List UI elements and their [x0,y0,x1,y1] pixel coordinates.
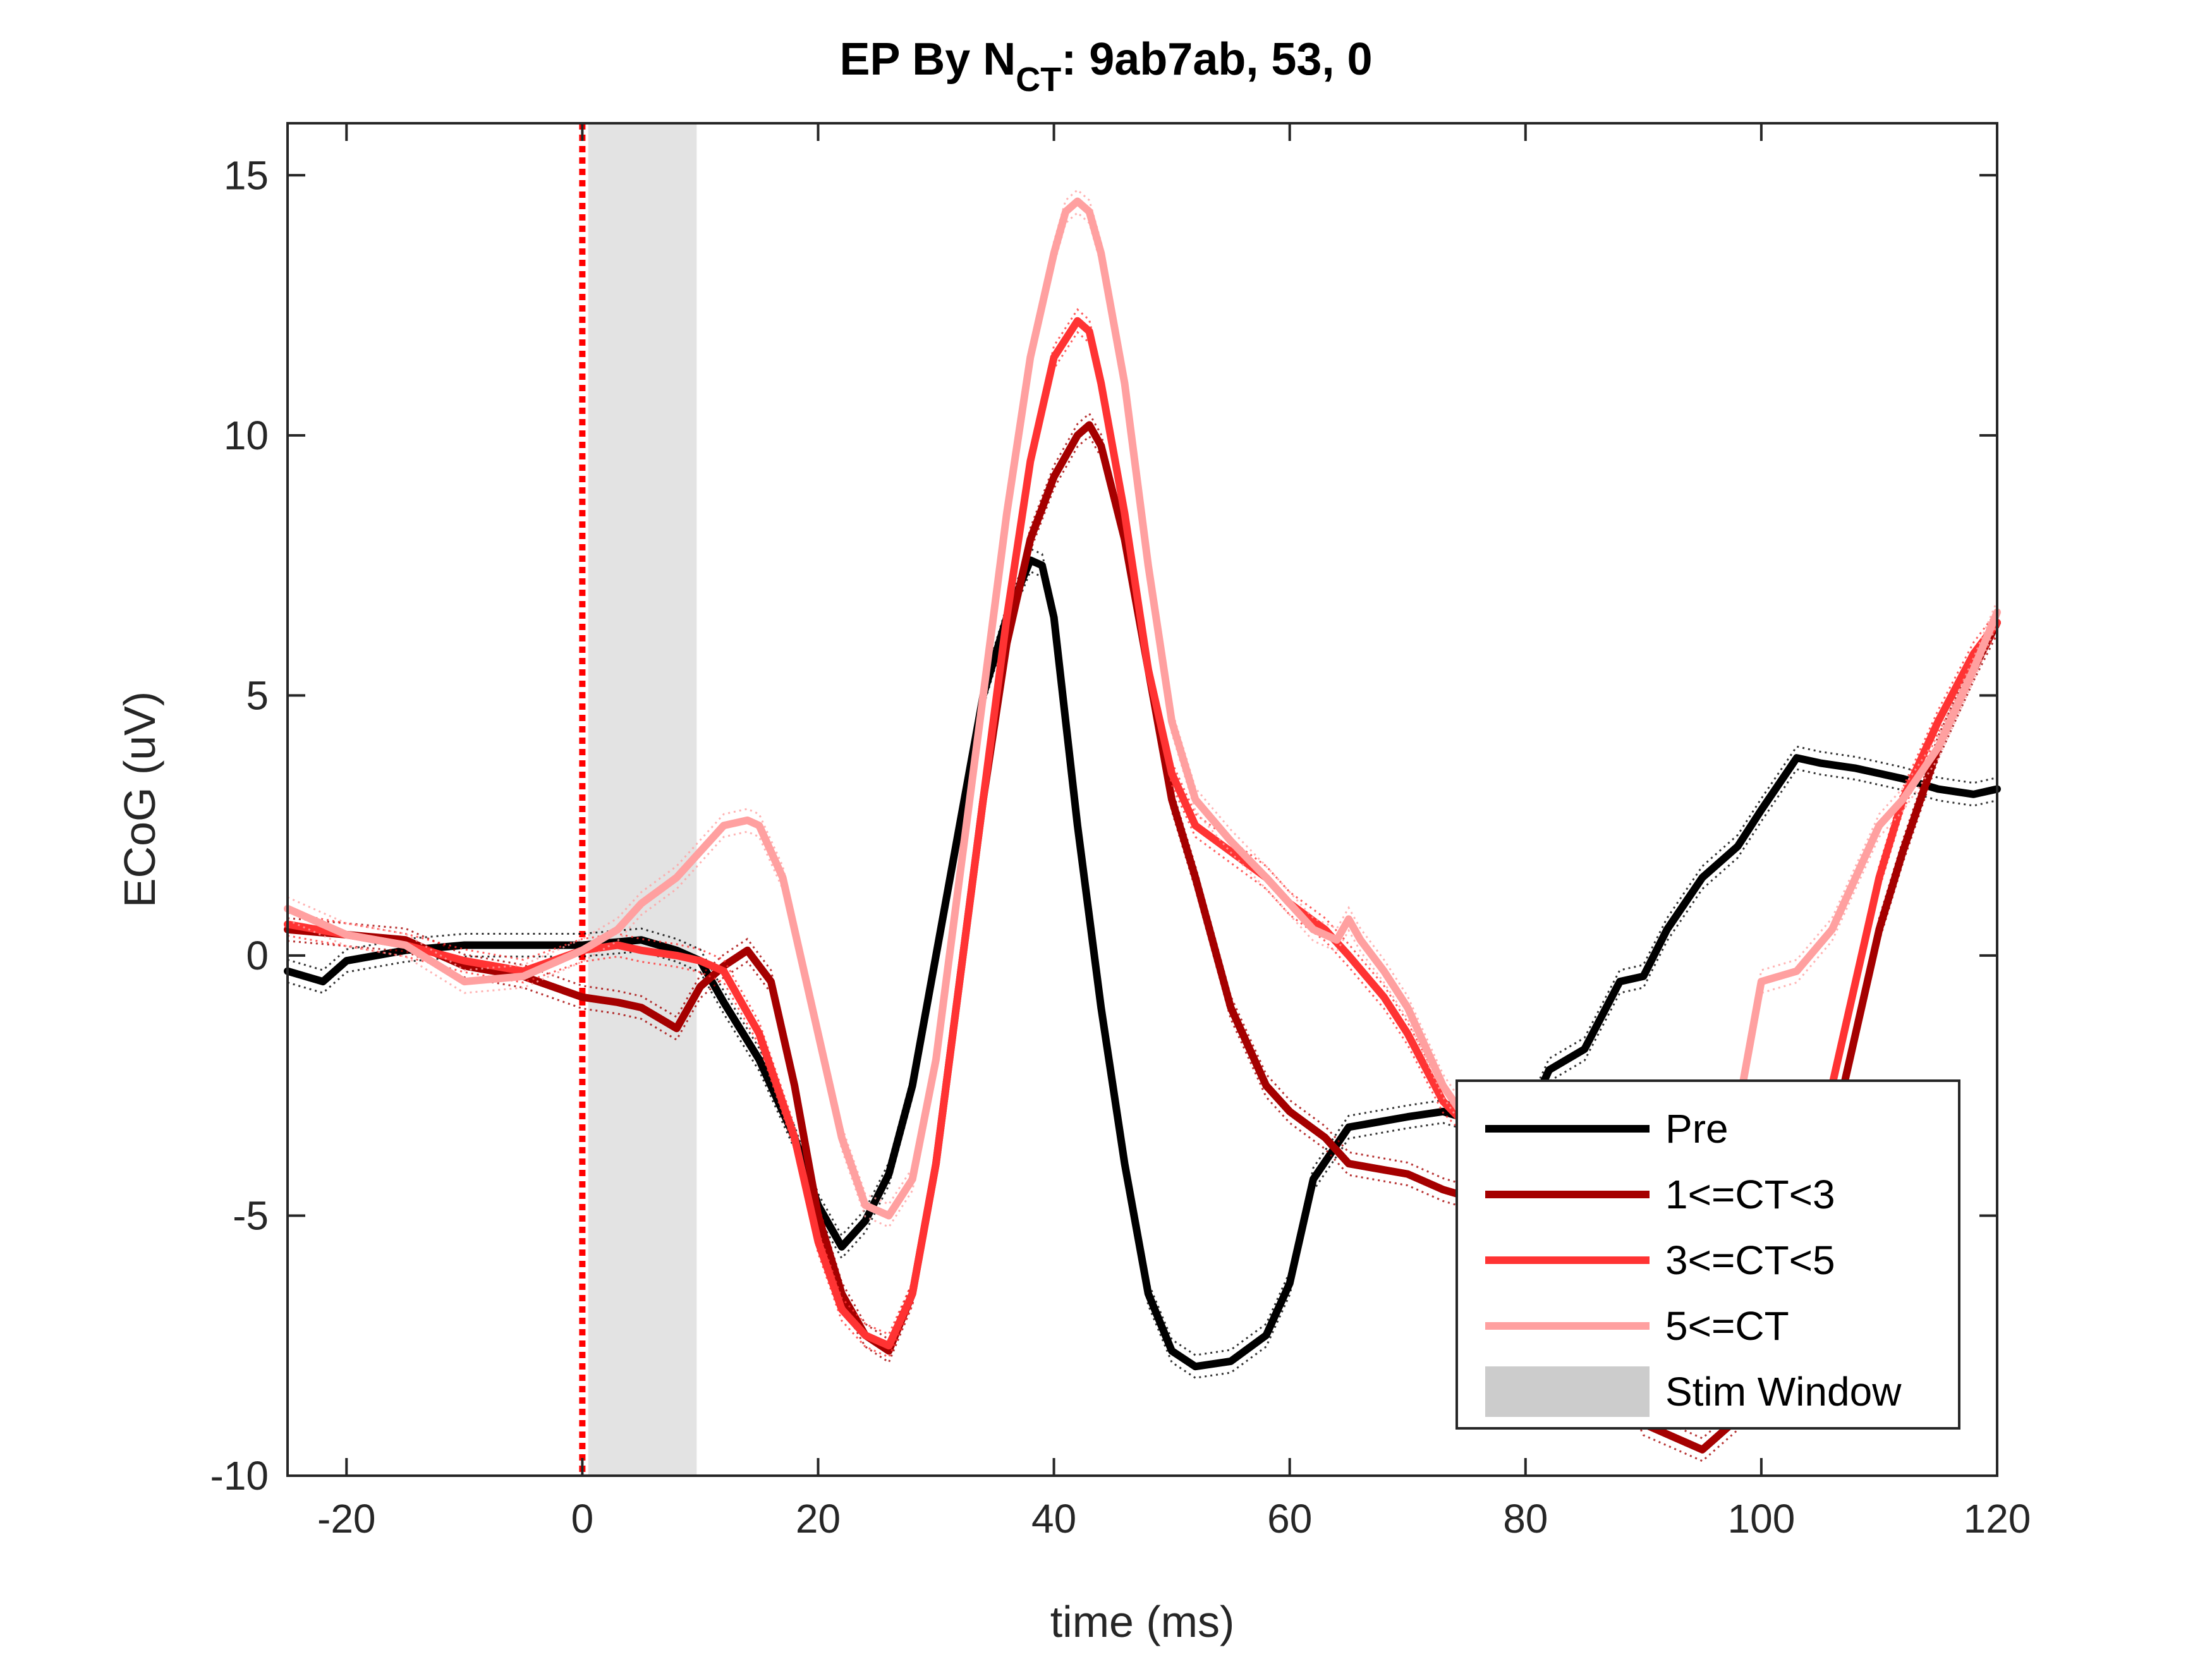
x-tick-label: 120 [1964,1496,2031,1541]
x-axis-label: time (ms) [1050,1597,1235,1646]
legend-label: 5<=CT [1665,1303,1789,1349]
x-tick-label: 0 [571,1496,594,1541]
x-tick-label: 40 [1031,1496,1076,1541]
series-upper-bound-1 [287,412,1998,1440]
legend-swatch-stim [1485,1366,1650,1417]
y-tick-label: 15 [224,152,269,198]
legend-label-stim: Stim Window [1665,1369,1902,1414]
chart-title: EP By NCT: 9ab7ab, 53, 0 [839,34,1372,99]
y-tick-label: -10 [210,1453,269,1498]
y-tick-label: -5 [233,1193,269,1238]
x-tick-label: 20 [796,1496,841,1541]
chart-title-prefix: EP By N [839,34,1016,85]
x-tick-label: 60 [1267,1496,1312,1541]
series-lower-bound-3 [287,211,1998,1385]
series-layer [284,188,2001,1462]
x-tick-label: 100 [1728,1496,1796,1541]
x-tick-label: 80 [1503,1496,1548,1541]
legend: Pre 1<=CT<3 3<=CT<5 5<=CT Stim Window [1455,1079,1960,1430]
axes-box [286,122,1998,1477]
y-axis-label: ECoG (uV) [115,691,164,908]
series-line-0 [284,556,2001,1371]
chart-title-subscript: CT [1016,61,1061,99]
x-tick-label: -20 [317,1496,376,1541]
series-upper-bound-3 [287,188,1998,1363]
y-tick-label: 10 [224,413,269,458]
ticks-layer: -20 0 20 40 60 80 100 120 -10 -5 0 5 10 15 [210,123,2031,1541]
chart-title-suffix: : 9ab7ab, 53, 0 [1061,34,1372,85]
legend-label: 3<=CT<5 [1665,1237,1835,1283]
y-tick-label: 0 [246,933,269,978]
stim-window-band [588,123,697,1476]
series-line-1 [284,421,2001,1454]
legend-label: 1<=CT<3 [1665,1172,1835,1217]
y-tick-label: 5 [246,672,269,718]
legend-label: Pre [1665,1106,1729,1152]
